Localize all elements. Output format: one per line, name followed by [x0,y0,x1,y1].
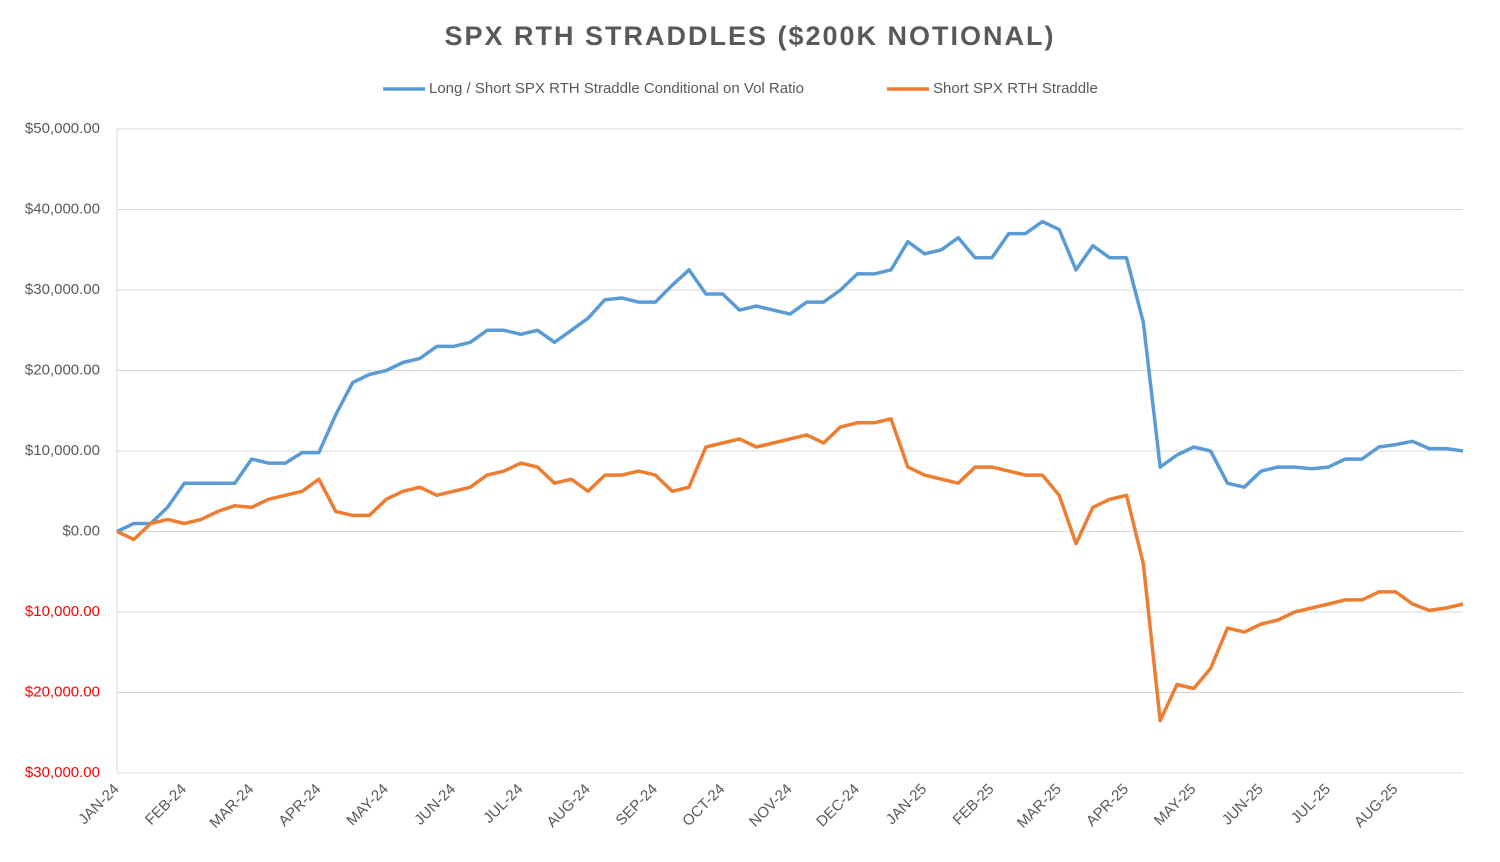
y-tick-label: $20,000.00 [25,361,100,378]
x-tick-label: DEC-24 [813,781,863,831]
legend-label: Long / Short SPX RTH Straddle Conditiona… [429,80,804,97]
y-tick-label: $40,000.00 [25,200,100,217]
x-tick-label: JUL-25 [1288,781,1334,827]
x-tick-label: FEB-24 [142,781,190,829]
x-tick-label: NOV-24 [746,781,796,831]
y-tick-label: $50,000.00 [25,120,100,137]
legend-label: Short SPX RTH Straddle [933,80,1098,97]
x-tick-label: JUN-25 [1219,781,1267,829]
x-tick-label: APR-24 [275,781,324,830]
x-tick-label: SEP-24 [612,781,661,830]
y-tick-label: $10,000.00 [25,442,100,459]
x-tick-label: AUG-24 [543,781,593,831]
y-tick-label: $0.00 [62,522,100,539]
y-tick-label: $10,000.00 [25,603,100,620]
x-tick-label: JUL-24 [480,781,526,827]
chart-title: SPX RTH STRADDLES ($200K NOTIONAL) [444,21,1055,51]
x-tick-label: OCT-24 [679,781,728,830]
x-tick-label: AUG-25 [1351,781,1401,831]
series-line [116,417,1464,723]
y-tick-label: $30,000.00 [25,281,100,298]
x-tick-label: APR-25 [1083,781,1132,830]
x-tick-label: MAR-25 [1014,781,1065,832]
x-tick-label: JAN-24 [75,781,122,828]
x-tick-label: MAR-24 [206,781,257,832]
x-tick-label: FEB-25 [950,781,998,829]
x-tick-label: MAY-24 [343,781,392,830]
x-tick-label: JUN-24 [411,781,459,829]
y-tick-label: $30,000.00 [25,764,100,781]
y-tick-label: $20,000.00 [25,683,100,700]
x-tick-label: JAN-25 [883,781,930,828]
x-tick-label: MAY-25 [1151,781,1200,830]
series-line [116,219,1464,534]
